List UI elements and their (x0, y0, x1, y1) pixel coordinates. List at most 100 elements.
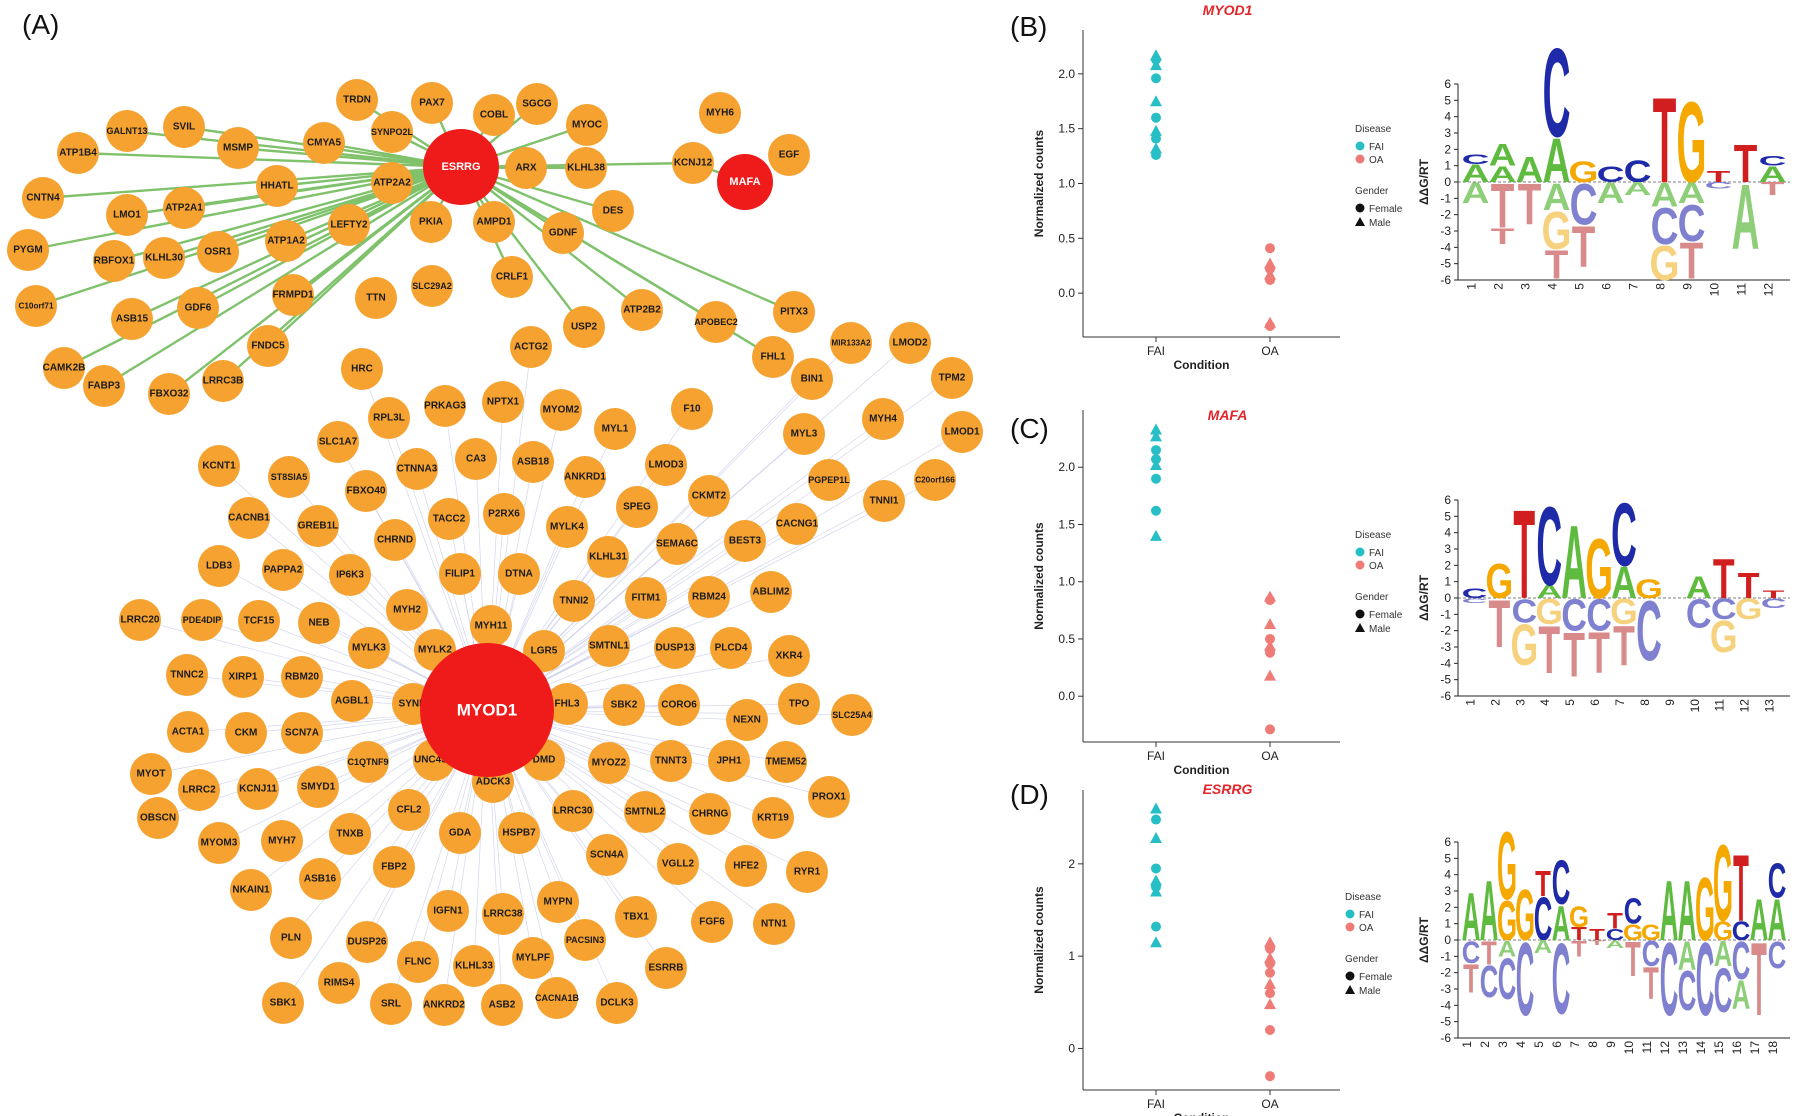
logo-x-tick-label: 5 (1563, 699, 1577, 706)
gene-node-label: CACNB1 (228, 513, 270, 524)
logo-letter-neg-t: T (1571, 937, 1587, 962)
gene-node-label: NEB (308, 618, 329, 629)
x-tick-label: OA (1261, 344, 1278, 358)
gene-node-myoz2: MYOZ2 (588, 742, 630, 784)
logo-letter-c: C (1462, 152, 1490, 167)
legend-label-female: Female (1369, 610, 1403, 621)
gene-node-lrrc3b: LRRC3B (202, 360, 244, 402)
gene-node-label: FHL1 (761, 352, 786, 363)
gene-node-label: GDA (449, 828, 471, 839)
gene-node-label: DES (603, 206, 624, 217)
gene-node-ctnna3: CTNNA3 (396, 448, 438, 490)
gene-node-label: JPH1 (716, 756, 741, 767)
gene-node-fndc5: FNDC5 (247, 325, 289, 367)
data-point-oa-female (1265, 648, 1275, 658)
logo-x-tick-label: 9 (1663, 699, 1677, 706)
gene-node-label: COBL (480, 110, 508, 121)
gene-node-label: SMTNL1 (589, 641, 629, 652)
gene-node-label: HFE2 (733, 861, 759, 872)
gene-node-tpo: TPO (778, 683, 820, 725)
logo-x-tick-label: 2 (1478, 1041, 1492, 1048)
legend-shape-female (1346, 972, 1355, 981)
gene-node-label: RBFOX1 (94, 256, 135, 267)
motif-logo-2: 6543210-1-2-3-4-5-6ΔΔG/RT1CC2GT3TCG4ACGT… (1417, 482, 1790, 712)
legend-shape-male (1345, 985, 1355, 994)
gene-node-label: CNTN4 (26, 193, 60, 204)
gene-node-label: ANKRD1 (564, 472, 606, 483)
legend-shape-male (1355, 623, 1365, 632)
gene-node-mylpf: MYLPF (512, 937, 554, 979)
x-tick-label: FAI (1147, 344, 1165, 358)
logo-letter-neg-t: T (1538, 613, 1560, 688)
gene-node-frmpd1: FRMPD1 (272, 274, 314, 316)
gene-node-label: TNXB (336, 829, 363, 840)
legend-shape-female (1356, 204, 1365, 213)
panel-label-b: (B) (1010, 11, 1047, 42)
logo-x-tick-label: 3 (1513, 699, 1527, 706)
gene-node-filip1: FILIP1 (439, 553, 481, 595)
gene-node-label: CHRND (377, 535, 413, 546)
gene-node-label: MYOT (137, 769, 166, 780)
gene-node-tbx1: TBX1 (615, 896, 657, 938)
gene-node-label: EGF (779, 150, 800, 161)
logo-y-tick-label: 3 (1444, 884, 1451, 898)
gene-node-best3: BEST3 (724, 520, 766, 562)
panel-label-c: (C) (1010, 413, 1049, 444)
chart-title: ESRRG (1203, 781, 1253, 797)
logo-x-tick-label: 13 (1763, 699, 1777, 713)
gene-node-label: SCN7A (285, 728, 319, 739)
gene-node-ampd1: AMPD1 (473, 201, 515, 243)
logo-x-tick-label: 3 (1519, 283, 1533, 290)
gene-node-label: LMOD2 (893, 338, 928, 349)
gene-node-mypn: MYPN (537, 881, 579, 923)
logo-x-tick-label: 18 (1766, 1041, 1780, 1055)
gene-node-label: FITM1 (632, 593, 661, 604)
x-tick-label: FAI (1147, 749, 1165, 763)
gene-node-label: CHRNG (692, 809, 729, 820)
gene-node-ankrd1: ANKRD1 (564, 456, 606, 498)
gene-node-label: LEFTY2 (330, 220, 368, 231)
gene-node-sgcg: SGCG (516, 83, 558, 125)
legend-title-gender: Gender (1345, 954, 1379, 965)
gene-node-label: AMPD1 (476, 217, 511, 228)
gene-node-tnxb: TNXB (329, 813, 371, 855)
gene-node-label: LMOD1 (945, 427, 980, 438)
edge-myod1-lmod1 (487, 432, 962, 710)
legend-label-male: Male (1369, 218, 1391, 229)
gene-node-pax7: PAX7 (411, 82, 453, 124)
gene-node-label: IGFN1 (433, 906, 463, 917)
logo-letter-neg-a: A (1606, 939, 1625, 951)
logo-y-tick-label: -4 (1440, 656, 1451, 670)
gene-node-label: ACTA1 (172, 727, 205, 738)
logo-letter-neg-g: G (1510, 613, 1538, 678)
gene-node-label: MYOC (572, 120, 602, 131)
gene-node-fgf6: FGF6 (691, 901, 733, 943)
gene-node-fitm1: FITM1 (625, 577, 667, 619)
gene-node-asb2: ASB2 (481, 984, 523, 1026)
gene-node-label: NKAIN1 (232, 885, 270, 896)
gene-node-plcd4: PLCD4 (710, 627, 752, 669)
logo-x-tick-label: 2 (1492, 283, 1506, 290)
gene-node-prkag3: PRKAG3 (424, 385, 466, 427)
gene-node-label: PACSIN3 (566, 935, 604, 945)
gene-node-atp2a2: ATP2A2 (371, 162, 413, 204)
logo-letter-neg-t: T (1563, 620, 1585, 690)
logo-y-tick-label: -1 (1440, 949, 1451, 963)
gene-node-nexn: NEXN (726, 699, 768, 741)
logo-x-tick-label: 6 (1550, 1041, 1564, 1048)
gene-node-myom2: MYOM2 (540, 389, 582, 431)
gene-node-camk2b: CAMK2B (43, 347, 86, 389)
data-point-fai-female (1151, 506, 1161, 516)
logo-y-tick-label: 0 (1444, 933, 1451, 947)
x-tick-label: OA (1261, 1097, 1278, 1111)
logo-y-tick-label: 2 (1444, 558, 1451, 572)
logo-y-tick-label: -5 (1440, 1015, 1451, 1029)
gene-node-chrng: CHRNG (689, 793, 731, 835)
logo-y-tick-label: 5 (1444, 93, 1451, 107)
legend-shape-female (1356, 610, 1365, 619)
gene-node-slc29a2: SLC29A2 (411, 265, 453, 307)
gene-node-vgll2: VGLL2 (657, 843, 699, 885)
gene-node-atp2b2: ATP2B2 (621, 289, 663, 331)
gene-node-greb1l: GREB1L (297, 505, 339, 547)
gene-node-ckm: CKM (225, 712, 267, 754)
